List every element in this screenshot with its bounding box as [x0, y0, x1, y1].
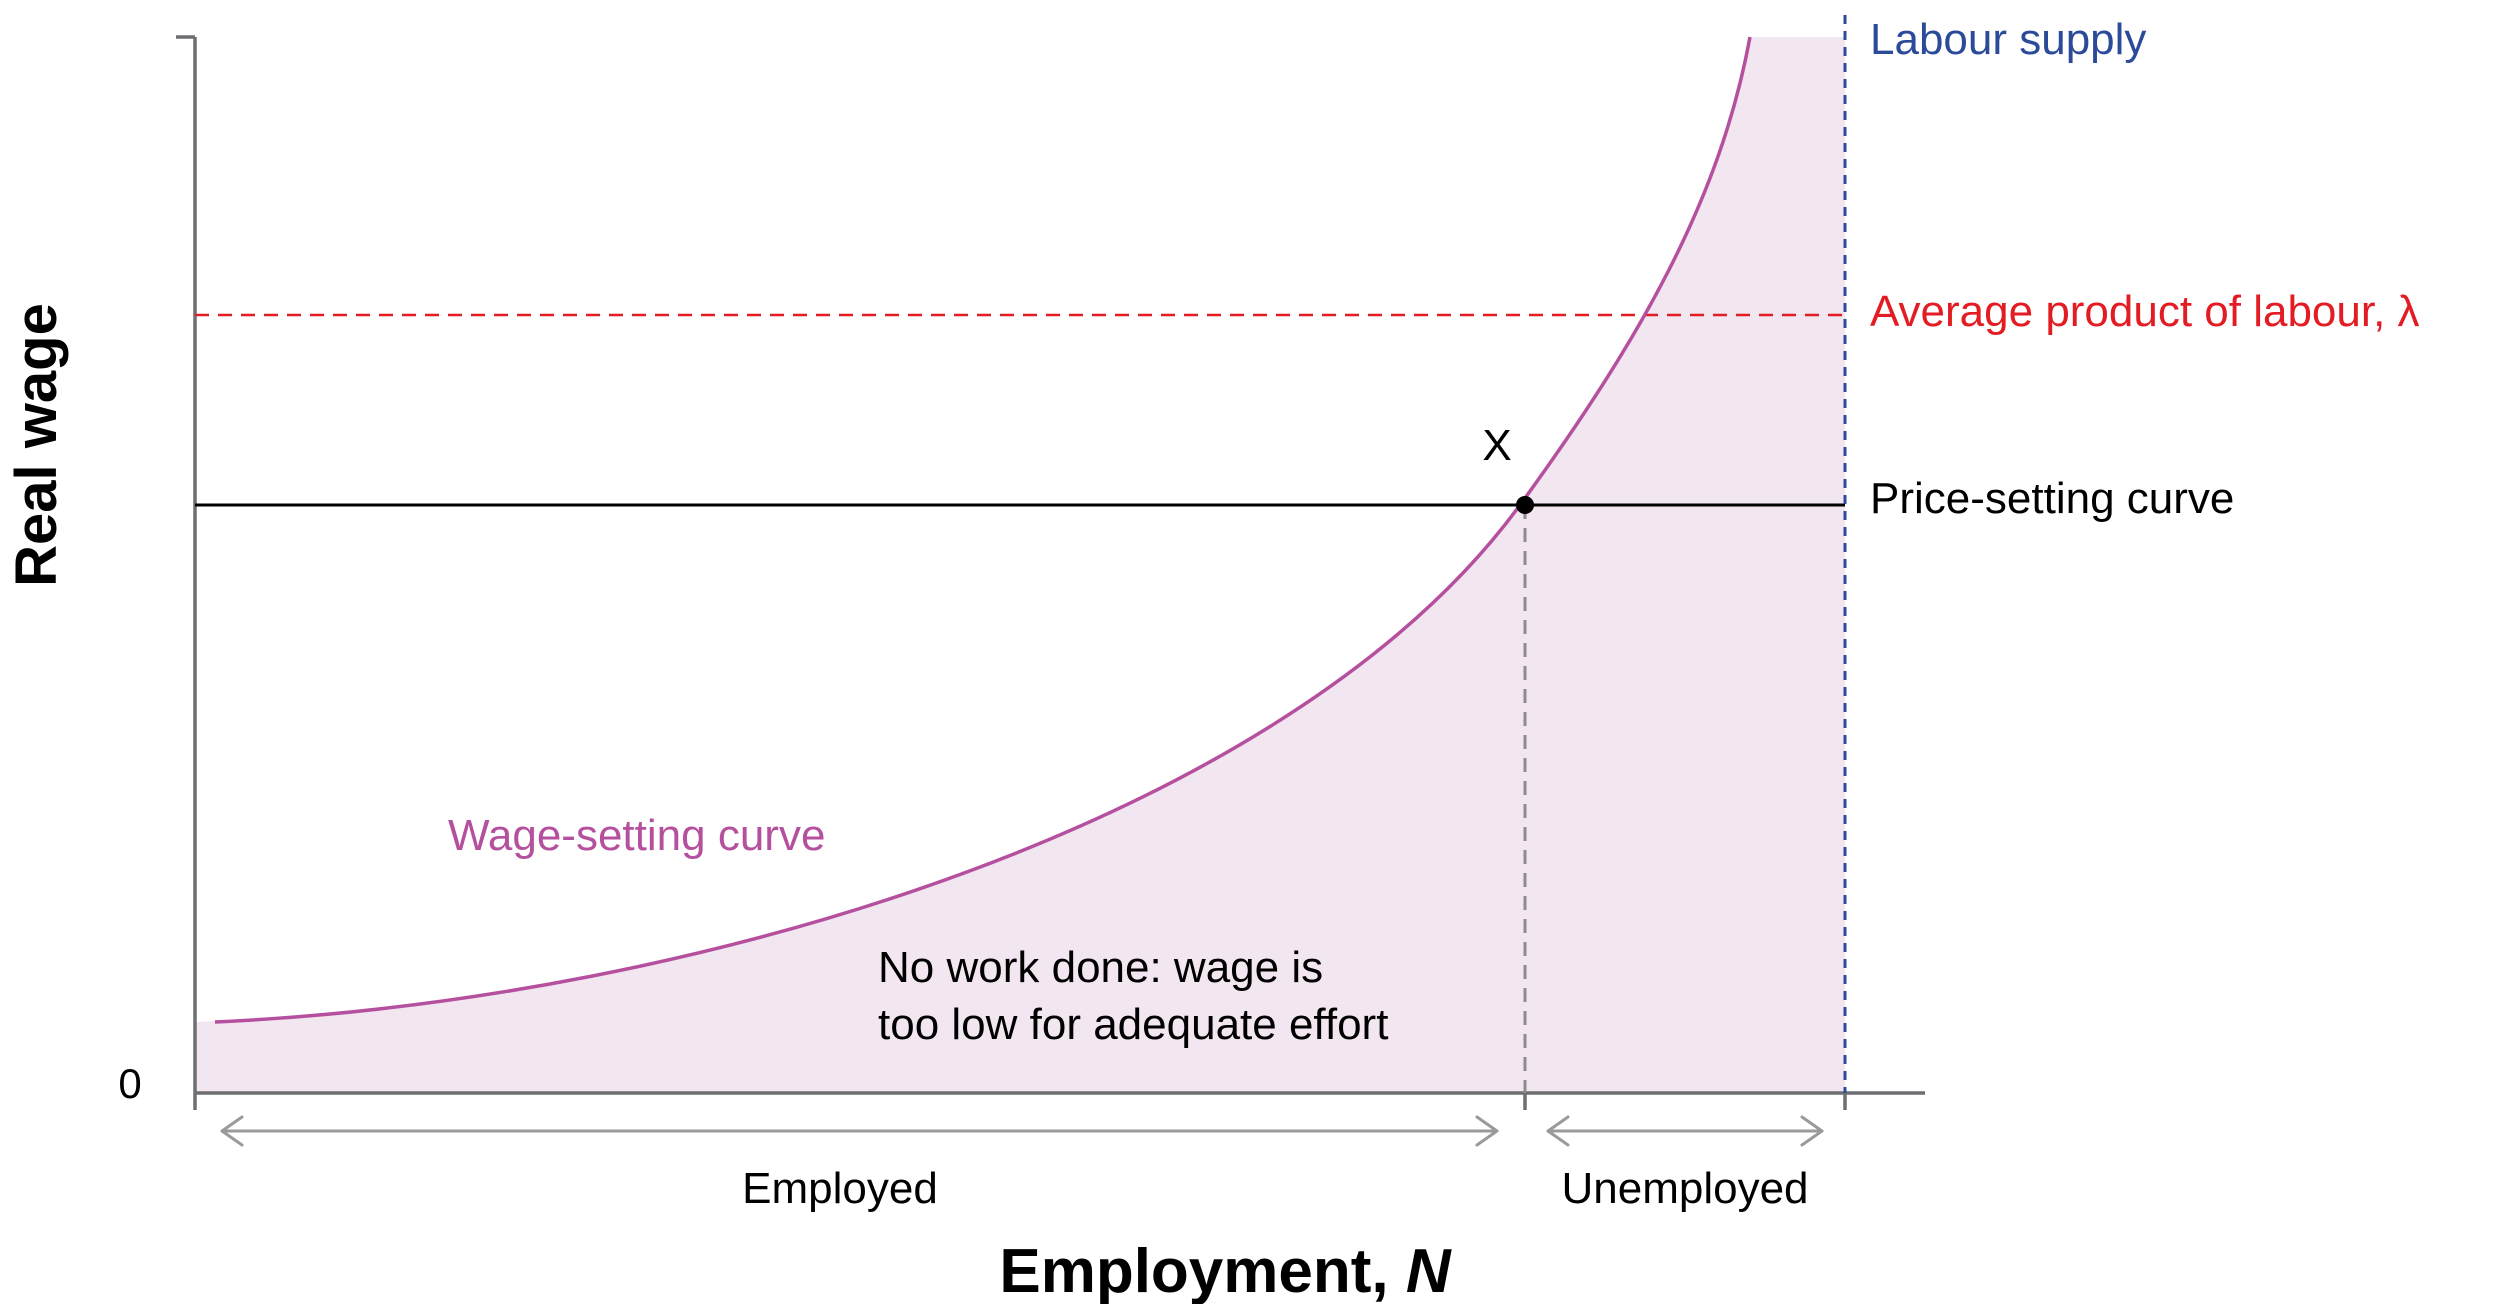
wage-setting-curve [214, 36, 1752, 1024]
x-axis-title: Employment, N [999, 1237, 1452, 1304]
wage-setting-label: Wage-setting curve [448, 811, 825, 860]
price-setting-label: Price-setting curve [1870, 474, 2234, 523]
origin-label: 0 [118, 1060, 141, 1107]
unemployed-double-arrow-icon [1546, 1115, 1824, 1147]
labour-supply-label: Labour supply [1870, 15, 2146, 64]
equilibrium-point-dot [1516, 496, 1534, 514]
y-axis-title: Real wage [4, 303, 69, 587]
no-work-label-line2: too low for adequate effort [878, 1000, 1388, 1049]
equilibrium-point-label: X [1482, 421, 1511, 470]
no-work-shaded-region [195, 37, 1845, 1093]
average-product-label: Average product of labour, λ [1870, 287, 2420, 336]
no-work-label-line1: No work done: wage is [878, 943, 1323, 992]
employed-label: Employed [742, 1164, 938, 1213]
employed-double-arrow-icon [220, 1115, 1499, 1147]
unemployed-label: Unemployed [1561, 1164, 1808, 1213]
x-axis-title-prefix: Employment, [999, 1237, 1406, 1304]
x-axis-variable: N [1406, 1237, 1452, 1304]
